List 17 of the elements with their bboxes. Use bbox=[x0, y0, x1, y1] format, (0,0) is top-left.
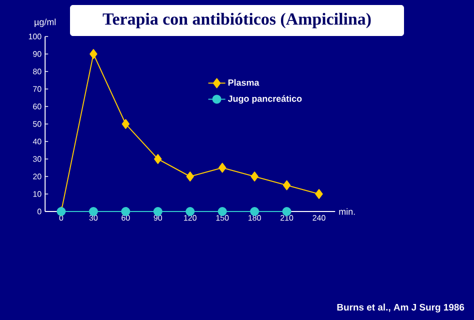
point bbox=[121, 207, 130, 216]
legend-label: Plasma bbox=[228, 79, 260, 86]
legend-label: Jugo pancreático bbox=[228, 95, 302, 104]
point bbox=[218, 162, 226, 173]
point bbox=[250, 172, 258, 182]
y-axis-title: µg/ml bbox=[34, 18, 56, 27]
point bbox=[315, 189, 323, 199]
point bbox=[154, 154, 162, 164]
point bbox=[122, 118, 130, 129]
point bbox=[186, 172, 194, 182]
chart-title: Terapia con antibióticos (Ampicilina) bbox=[102, 12, 371, 28]
text: Burns et al., Am J Surg 1986 bbox=[337, 304, 464, 312]
point bbox=[88, 207, 98, 216]
x-axis-title: min. bbox=[339, 208, 355, 215]
point bbox=[282, 180, 291, 190]
point bbox=[153, 207, 162, 216]
point bbox=[90, 48, 98, 59]
